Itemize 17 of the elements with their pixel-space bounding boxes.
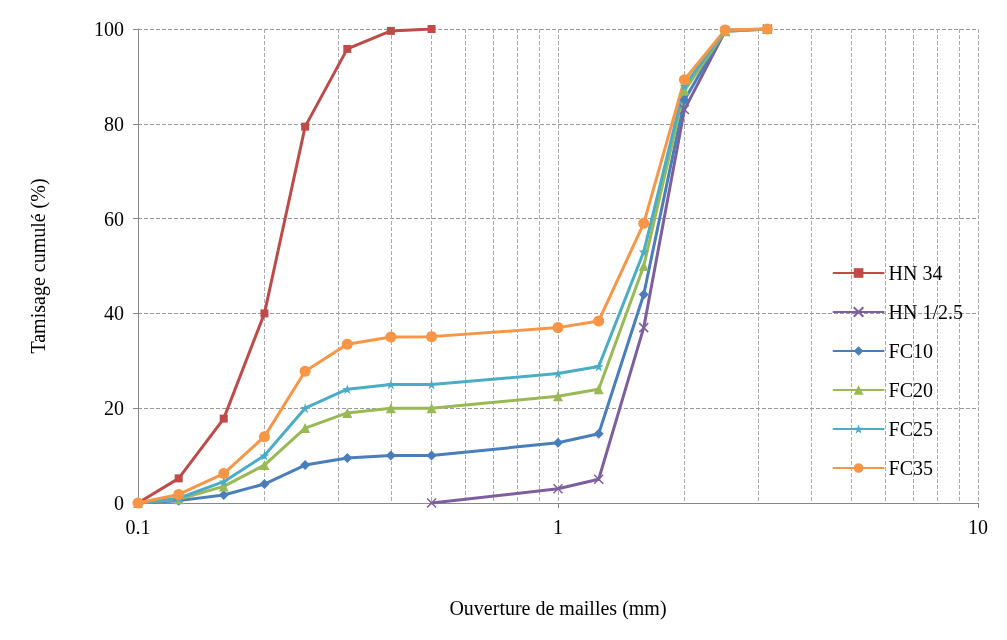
legend-label: FC20 xyxy=(888,379,934,401)
legend-label: HN 34 xyxy=(888,262,943,284)
y-axis-title: Tamisage cumulé (%) xyxy=(27,178,50,354)
y-tick-label: 100 xyxy=(94,18,124,40)
legend-label: HN 1/2.5 xyxy=(888,301,964,323)
y-tick-label: 20 xyxy=(104,397,124,420)
y-tick-label: 0 xyxy=(114,492,124,514)
legend-label: FC10 xyxy=(888,340,934,362)
legend-label: FC35 xyxy=(888,457,934,479)
x-axis-title: Ouverture de mailles (mm) xyxy=(449,597,667,620)
legend-label: FC25 xyxy=(888,418,934,440)
y-tick-label: 40 xyxy=(104,302,124,325)
x-tick-label: 1 xyxy=(553,516,563,538)
x-tick-label: 0.1 xyxy=(125,516,151,538)
x-tick-label: 10 xyxy=(968,516,988,538)
y-tick-label: 80 xyxy=(104,112,124,135)
y-tick-label: 60 xyxy=(104,207,124,230)
